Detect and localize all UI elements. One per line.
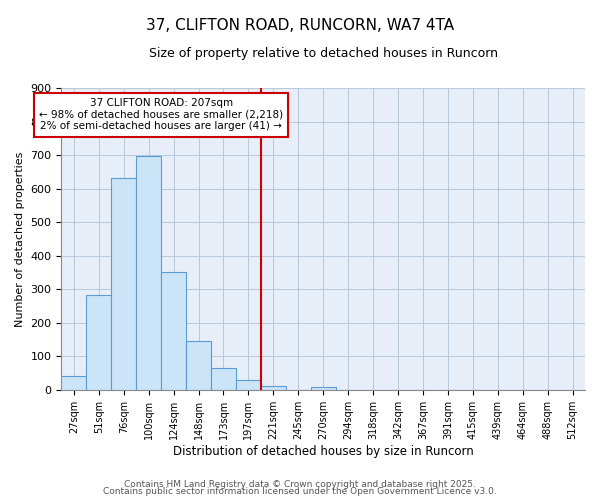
Bar — [86, 295, 111, 390]
Text: 37, CLIFTON ROAD, RUNCORN, WA7 4TA: 37, CLIFTON ROAD, RUNCORN, WA7 4TA — [146, 18, 454, 32]
Bar — [236, 380, 261, 390]
Bar — [261, 386, 286, 390]
Bar — [136, 156, 161, 390]
Y-axis label: Number of detached properties: Number of detached properties — [15, 152, 25, 326]
Bar — [186, 341, 211, 390]
Bar — [211, 368, 236, 390]
Text: Contains HM Land Registry data © Crown copyright and database right 2025.: Contains HM Land Registry data © Crown c… — [124, 480, 476, 489]
Bar — [111, 178, 136, 390]
Title: Size of property relative to detached houses in Runcorn: Size of property relative to detached ho… — [149, 48, 498, 60]
Bar — [161, 272, 186, 390]
X-axis label: Distribution of detached houses by size in Runcorn: Distribution of detached houses by size … — [173, 444, 473, 458]
Text: Contains public sector information licensed under the Open Government Licence v3: Contains public sector information licen… — [103, 488, 497, 496]
Bar — [61, 376, 86, 390]
Text: 37 CLIFTON ROAD: 207sqm
← 98% of detached houses are smaller (2,218)
2% of semi-: 37 CLIFTON ROAD: 207sqm ← 98% of detache… — [39, 98, 283, 132]
Bar — [311, 387, 335, 390]
